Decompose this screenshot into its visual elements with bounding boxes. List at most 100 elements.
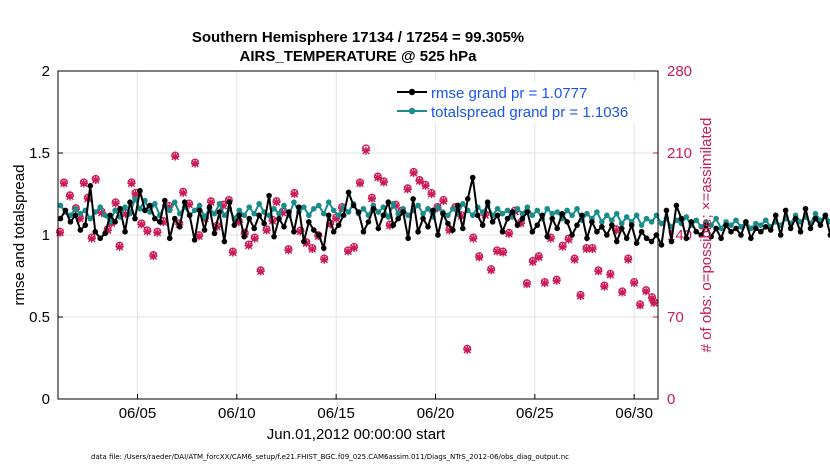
totalspread-point — [708, 222, 714, 228]
totalspread-point — [251, 210, 257, 217]
rmse-point — [221, 238, 228, 245]
obs-assimilated-point — [296, 227, 305, 236]
footnote: data file: /Users/raeder/DAI/ATM_forcXX/… — [91, 453, 569, 461]
totalspread-point — [718, 225, 724, 232]
rmse-point — [777, 232, 784, 238]
obs-assimilated-point — [59, 179, 69, 188]
x-tick-label: 06/05 — [119, 405, 157, 422]
rmse-point — [142, 207, 148, 214]
obs-assimilated-point — [463, 345, 472, 354]
rmse-point — [604, 232, 610, 238]
totalspread-point — [420, 210, 426, 217]
rmse-point — [693, 228, 700, 235]
rmse-point — [370, 205, 377, 212]
y-ticks-left: 0 0.5 1 1.5 2 — [29, 63, 63, 408]
rmse-point — [613, 238, 620, 245]
rmse-point — [82, 222, 89, 228]
totalspread-point — [57, 202, 64, 209]
obs-assimilated-point — [570, 255, 579, 264]
legend-rmse-label: rmse grand pr = 1.0777 — [431, 85, 587, 102]
rmse-point — [117, 205, 123, 212]
totalspread-point — [137, 205, 143, 212]
rmse-point — [767, 227, 774, 233]
totalspread-point — [201, 214, 208, 220]
totalspread-point — [301, 204, 307, 210]
obs-assimilated-point — [564, 235, 573, 244]
rmse-point — [330, 228, 337, 235]
totalspread-point — [594, 209, 600, 215]
rmse-point — [276, 215, 282, 222]
obs-assimilated-point — [171, 152, 180, 161]
rmse-point — [633, 240, 640, 246]
totalspread-point — [683, 214, 690, 220]
obs-assimilated-point — [516, 219, 526, 228]
obs-assimilated-point — [546, 234, 555, 243]
obs-assimilated-point — [576, 291, 585, 301]
totalspread-point — [534, 207, 541, 214]
rmse-point — [792, 215, 799, 222]
totalspread-point — [584, 210, 590, 217]
rmse-point — [72, 212, 79, 219]
x-tick-label: 06/20 — [417, 405, 455, 422]
chart-title-line-1: Southern Hemisphere 17134 / 17254 = 99.3… — [192, 29, 524, 46]
totalspread-point — [748, 225, 754, 232]
obs-assimilated-point — [409, 168, 418, 178]
obs-assimilated-point — [256, 267, 265, 276]
obs-assimilated-point — [111, 199, 120, 208]
rmse-point — [415, 228, 421, 235]
obs-assimilated-point — [618, 288, 627, 297]
totalspread-point — [271, 205, 277, 212]
rmse-point — [296, 204, 302, 210]
rmse-point — [425, 224, 431, 230]
rmse-point — [504, 215, 511, 222]
series-layer — [55, 144, 830, 354]
rmse-point — [420, 215, 426, 222]
rmse-point — [166, 235, 173, 242]
rmse-point — [380, 212, 387, 219]
obs-assimilated-point — [190, 159, 200, 168]
obs-assimilated-point — [534, 253, 543, 262]
obs-assimilated-point — [218, 201, 228, 210]
rmse-point — [246, 215, 253, 222]
totalspread-point — [698, 224, 705, 230]
totalspread-point — [445, 212, 451, 219]
rmse-point — [827, 232, 830, 238]
rmse-point — [703, 222, 709, 228]
obs-assimilated-point — [612, 226, 621, 235]
totalspread-point — [122, 204, 128, 210]
obs-assimilated-point — [385, 221, 394, 230]
rmse-point — [524, 209, 531, 215]
totalspread-point — [643, 215, 650, 222]
obs-assimilated-point — [391, 201, 400, 210]
rmse-point — [460, 225, 466, 232]
legend-spread-marker — [408, 107, 416, 115]
obs-assimilated-point — [522, 280, 531, 289]
totalspread-point — [529, 212, 536, 219]
totalspread-point — [385, 214, 392, 220]
x-axis-label: Jun.01,2012 00:00:00 start — [267, 426, 446, 443]
totalspread-point — [554, 209, 560, 215]
rmse-point — [226, 199, 233, 205]
rmse-point — [405, 235, 411, 242]
obs-assimilated-point — [262, 226, 271, 235]
totalspread-point — [758, 222, 764, 228]
rmse-point — [618, 225, 625, 232]
legend-rmse-marker — [408, 88, 416, 96]
obs-assimilated-point — [302, 239, 311, 248]
rmse-point — [539, 212, 546, 219]
obs-assimilated-point — [649, 298, 659, 308]
rmse-point — [569, 232, 575, 238]
legend-box — [396, 81, 652, 123]
obs-assimilated-point — [343, 247, 353, 256]
rmse-point — [340, 212, 347, 219]
obs-assimilated-point — [284, 246, 293, 255]
y-axis-label-right: # of obs: o=possible; ×=assimilated — [698, 118, 715, 353]
obs-assimilated-point — [320, 255, 329, 264]
totalspread-point — [753, 220, 759, 227]
obs-assimilated-point — [127, 179, 136, 188]
x-tick-label: 06/25 — [516, 405, 554, 422]
rmse-point — [743, 219, 749, 225]
rmse-point — [494, 212, 501, 219]
obs-assimilated-point — [498, 248, 508, 257]
rmse-point — [375, 225, 382, 232]
